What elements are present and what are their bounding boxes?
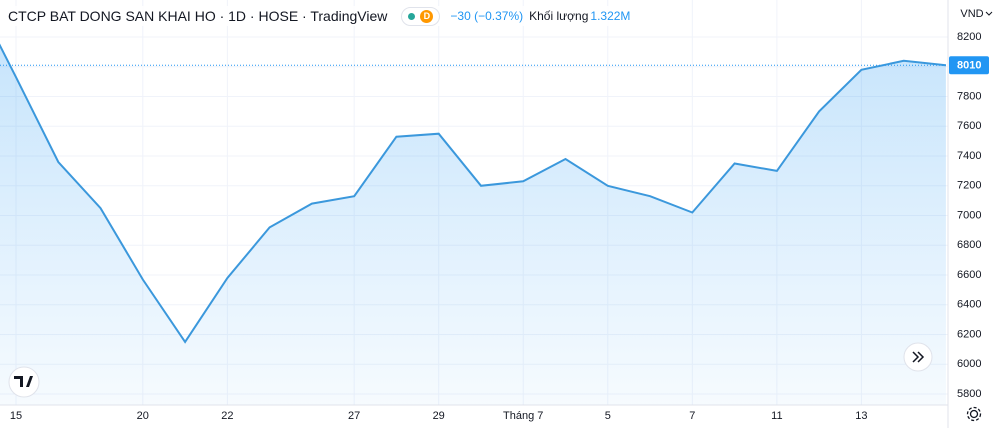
- x-tick-label: 20: [137, 410, 149, 422]
- x-tick-label: 5: [605, 410, 611, 422]
- x-tick-label: 7: [689, 410, 695, 422]
- y-tick-label: 7000: [957, 209, 981, 221]
- y-tick-label: 6800: [957, 239, 981, 251]
- plot-area: [0, 0, 948, 405]
- y-tick-label: 8200: [957, 31, 981, 43]
- x-tick-label: 13: [855, 410, 867, 422]
- price-line: [0, 43, 947, 344]
- x-tick-label: Tháng 7: [503, 410, 543, 422]
- y-tick-label: 7400: [957, 150, 981, 162]
- currency-dropdown[interactable]: [985, 11, 993, 16]
- y-tick-label: 6400: [957, 299, 981, 311]
- price-change: −30 (−0.37%): [450, 9, 524, 23]
- axes: 5800 6000 6200 6400 6600 6800 7000 7200 7400 7600…: [10, 31, 989, 422]
- y-tick-label: 7200: [957, 180, 981, 192]
- volume-value: 1.322M: [590, 9, 631, 23]
- area: [0, 45, 946, 405]
- x-tick-label: 11: [771, 410, 782, 422]
- tv-logo[interactable]: [8, 366, 40, 398]
- y-tick-label: 6000: [957, 358, 981, 370]
- y-tick-label: 5800: [957, 388, 981, 400]
- last-price-label: 8010: [957, 60, 981, 72]
- y-tick-label: 7800: [957, 90, 981, 102]
- interval-badge: D: [420, 9, 434, 23]
- volume-label: Khối lượng: [529, 9, 589, 23]
- symbol-title: CTCP BAT DONG SAN KHAI HO · 1D · HOSE · …: [8, 8, 388, 24]
- market-status[interactable]: D: [401, 6, 441, 26]
- x-tick-label: 29: [433, 410, 445, 422]
- x-tick-label: 22: [221, 410, 233, 422]
- y-tick-label: 7600: [957, 120, 981, 132]
- last-price-tag: [949, 56, 989, 75]
- y-tick-label: 6200: [957, 328, 981, 340]
- x-tick-label: 15: [10, 410, 22, 422]
- x-tick-label: 27: [348, 410, 360, 422]
- settings-button[interactable]: [966, 406, 982, 422]
- scroll-to-realtime-button[interactable]: [903, 342, 933, 372]
- currency-label[interactable]: VND: [960, 8, 983, 20]
- legend-header: CTCP BAT DONG SAN KHAI HO · 1D · HOSE · …: [8, 6, 631, 26]
- y-tick-label: 6600: [957, 269, 981, 281]
